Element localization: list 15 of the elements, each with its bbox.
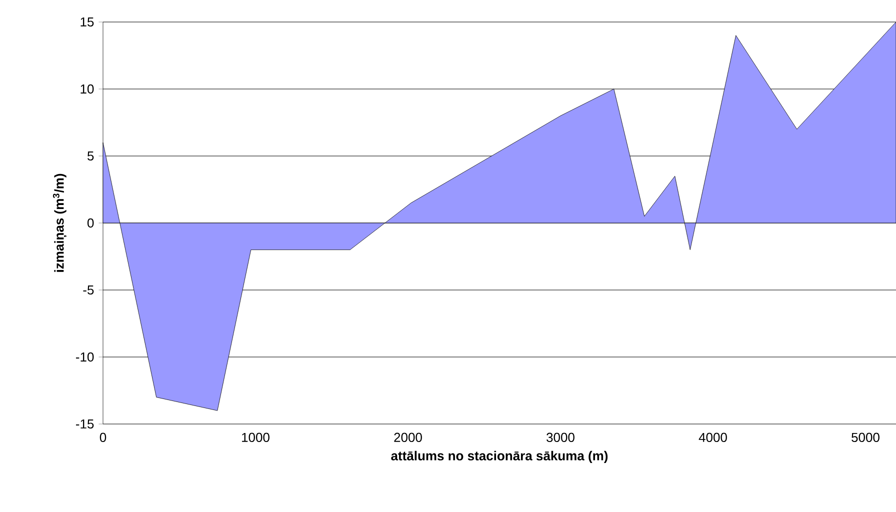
y-axis-title: izmaiņas (m$^{3}$/m) [52, 174, 67, 272]
x-tick-label: 3000 [546, 432, 574, 442]
x-tick-label: 4000 [698, 432, 727, 442]
x-tick-label: 5000 [852, 432, 880, 442]
x-tick-label: 1000 [242, 432, 270, 442]
y-tick-label: 0 [87, 218, 94, 228]
y-tick-label: -5 [83, 285, 94, 295]
y-tick-label: -15 [76, 419, 94, 429]
x-tick-label: 0 [100, 432, 106, 442]
y-tick-label: 15 [80, 17, 94, 27]
y-tick-label: 5 [87, 151, 94, 161]
y-tick-label: -10 [76, 352, 94, 362]
y-tick-label: 10 [80, 84, 94, 94]
x-axis-title: attālums no stacionāra sākuma (m) [391, 450, 608, 463]
x-tick-label: 2000 [394, 432, 422, 442]
